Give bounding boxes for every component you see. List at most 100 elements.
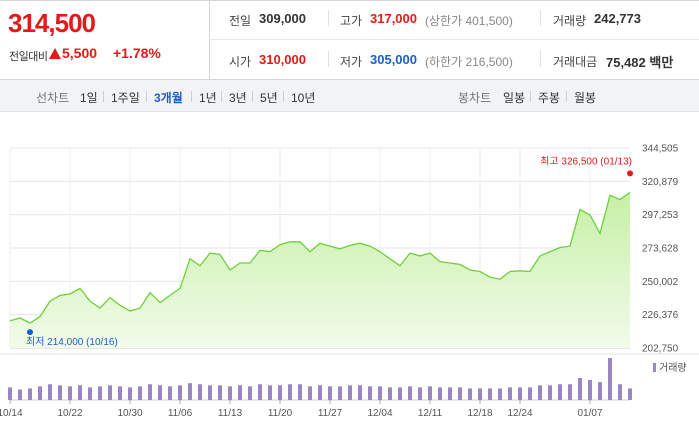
period-separator [566, 91, 567, 102]
y-tick-label: 344,505 [642, 144, 679, 155]
price-area [10, 192, 630, 348]
volume-bar [8, 387, 12, 400]
period-separator [283, 91, 284, 102]
y-tick-label: 297,253 [642, 210, 679, 221]
volume-bar [568, 384, 572, 400]
volume-bar [228, 386, 232, 400]
volume-bar [468, 388, 472, 400]
y-tick-label: 250,002 [642, 277, 679, 288]
quote-divider [328, 10, 329, 26]
period-3m[interactable]: 3개월 [154, 91, 183, 105]
candle-daily[interactable]: 일봉 [503, 91, 526, 105]
volume-bar [528, 387, 532, 400]
volume-legend-swatch [653, 363, 656, 372]
low-label: 저가 [340, 55, 363, 69]
prev-close-label: 전일 [229, 14, 252, 28]
volume-bar [378, 386, 382, 400]
volume-bar [368, 386, 372, 400]
candle-monthly[interactable]: 월봉 [574, 91, 597, 105]
volume-bar [258, 384, 262, 400]
volume-bar [408, 386, 412, 400]
volume-legend-label: 거래량 [659, 362, 687, 374]
x-tick-label: 10/30 [117, 408, 142, 419]
period-separator [530, 91, 531, 102]
period-separator [252, 91, 253, 102]
volume-bar [288, 384, 292, 400]
volume-bar [308, 386, 312, 400]
quote-divider [540, 10, 541, 26]
volume-bar [588, 380, 592, 400]
volume-bar [538, 385, 542, 400]
prev-close-value: 309,000 [259, 11, 306, 26]
x-tick-label: 11/13 [218, 408, 243, 419]
low-value: 305,000 [370, 52, 417, 67]
price-line [9, 191, 631, 324]
volume-bar [98, 386, 102, 400]
volume-bar [128, 387, 132, 400]
period-separator [221, 91, 222, 102]
period-1d[interactable]: 1일 [80, 91, 98, 105]
period-3y[interactable]: 3년 [229, 91, 247, 105]
change-percent: +1.78% [113, 45, 161, 61]
volume-bar [418, 387, 422, 400]
volume-bar [58, 385, 62, 400]
volume-bar [118, 386, 122, 400]
period-1w[interactable]: 1주일 [111, 91, 140, 105]
change-amount: 5,500 [49, 45, 97, 61]
period-5y[interactable]: 5년 [260, 91, 278, 105]
volume-bar [38, 386, 42, 400]
volume-bar [138, 386, 142, 400]
open-value: 310,000 [259, 52, 306, 67]
current-price: 314,500 [8, 8, 96, 38]
volume-bar [318, 385, 322, 400]
change-amount-value: 5,500 [62, 45, 98, 61]
price-box: 314,500 전일대비 5,500 +1.78% [0, 1, 210, 79]
change-label: 전일대비 [9, 51, 48, 63]
volume-bar [198, 384, 202, 400]
volume-bar [68, 386, 72, 400]
volume-label: 거래량 [553, 14, 587, 28]
period-bar: 선차트 1일 1주일 3개월 1년 3년 5년 10년 봉차트 일봉 주봉 월봉 [0, 80, 699, 112]
period-1y[interactable]: 1년 [199, 91, 217, 105]
volume-bar [438, 387, 442, 400]
period-separator [103, 91, 104, 102]
period-separator [191, 91, 192, 102]
high-marker [627, 170, 633, 177]
candle-chart-title: 봉차트 [458, 91, 492, 105]
period-separator [146, 91, 147, 102]
x-tick-label: 11/06 [168, 408, 193, 419]
x-tick-label: 12/24 [507, 408, 532, 419]
volume-bar [108, 385, 112, 400]
volume-bar [478, 388, 482, 400]
x-tick-label: 10/22 [57, 408, 82, 419]
volume-bar [168, 386, 172, 400]
quote-summary: 314,500 전일대비 5,500 +1.78% 전일 309,000 고가 … [0, 0, 699, 80]
x-tick-label: 10/14 [0, 408, 23, 419]
volume-bar [158, 385, 162, 400]
volume-bar [488, 388, 492, 400]
x-tick-label: 12/11 [418, 408, 443, 419]
volume-bar [348, 385, 352, 400]
volume-bar [48, 384, 52, 400]
volume-bar [28, 388, 32, 400]
volume-bar [548, 385, 552, 400]
volume-bar [628, 388, 632, 400]
volume-bar [448, 387, 452, 400]
x-tick-label: 12/04 [367, 408, 392, 419]
candle-weekly[interactable]: 주봉 [538, 91, 561, 105]
volume-bar [88, 387, 92, 400]
quote-divider [540, 51, 541, 67]
price-chart[interactable]: 344,505 320,879 297,253 273,628 250,002 226,3… [0, 112, 699, 430]
open-label: 시가 [229, 55, 252, 69]
volume-bar [338, 386, 342, 400]
volume-bar [298, 384, 302, 400]
up-triangle-icon [49, 48, 61, 59]
period-10y[interactable]: 10년 [291, 91, 316, 105]
volume-bar [178, 385, 182, 400]
volume-value: 242,773 [594, 11, 641, 26]
volume-bar [578, 377, 582, 400]
y-tick-label: 320,879 [642, 177, 679, 188]
volume-bar [388, 387, 392, 400]
volume-bar [208, 385, 212, 400]
volume-bar [218, 385, 222, 400]
